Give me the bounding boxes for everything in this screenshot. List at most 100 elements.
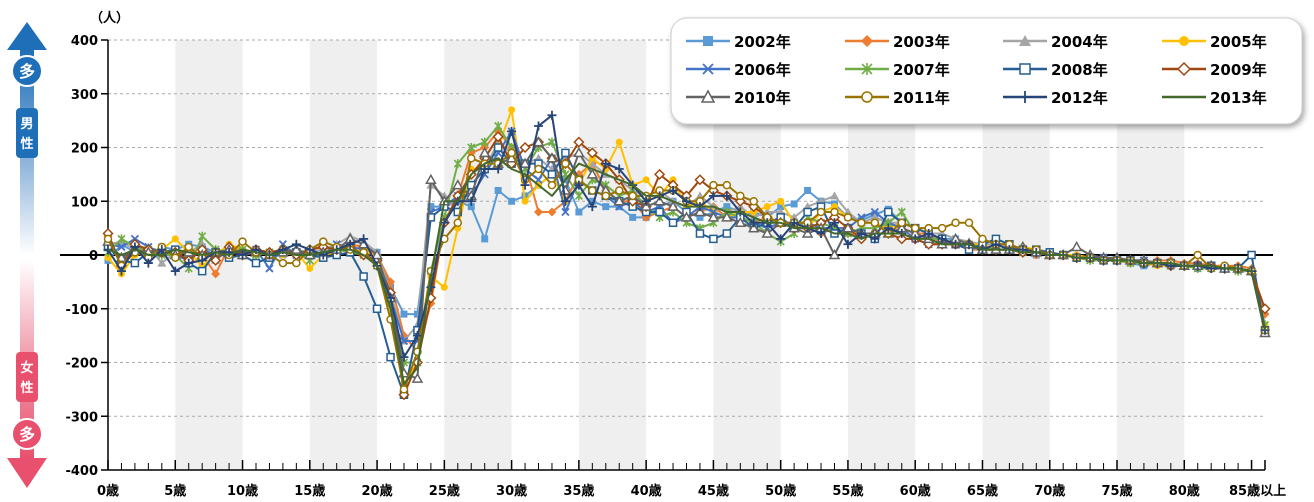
point-s4-57 <box>870 207 879 217</box>
series-line-6 <box>107 146 1266 396</box>
legend-marker-0 <box>703 36 713 46</box>
x-tick-label-15: 75歳 <box>1101 483 1132 499</box>
point-s0-35 <box>575 208 583 216</box>
legend-item-7: 2009年 <box>1162 61 1267 79</box>
series-line-9 <box>107 151 1266 391</box>
point-s2-36 <box>587 159 597 168</box>
point-s6-52 <box>803 207 812 217</box>
point-s5-7 <box>198 231 207 241</box>
point-s9-54 <box>830 207 839 217</box>
arrow-up-icon <box>7 22 47 50</box>
male-label-char-2: 性 <box>20 136 33 152</box>
series-2 <box>103 137 1270 345</box>
point-s9-55 <box>843 213 853 222</box>
point-s8-55 <box>842 222 854 233</box>
point-s1-32 <box>534 207 544 217</box>
legend-item-5: 2007年 <box>845 61 950 79</box>
legend-label-10: 2012年 <box>1051 89 1108 107</box>
point-s8-54 <box>828 248 841 260</box>
point-s10-43 <box>682 196 691 206</box>
point-s0-39 <box>629 213 637 221</box>
legend-label-6: 2008年 <box>1051 61 1108 79</box>
series-11 <box>107 157 1266 385</box>
point-s10-19 <box>359 234 369 244</box>
point-s10-28 <box>480 164 490 174</box>
point-s10-45 <box>708 191 718 201</box>
legend-item-6: 2008年 <box>1003 61 1108 79</box>
point-s9-34 <box>561 159 570 168</box>
point-s6-46 <box>722 229 732 238</box>
point-s10-1 <box>116 266 126 276</box>
point-s10-53 <box>816 229 826 238</box>
x-tick-label-16: 80歳 <box>1169 483 1200 499</box>
y-tick-label-1: 300 <box>71 88 98 103</box>
x-tick-label-7: 35歳 <box>563 483 594 499</box>
point-s8-52 <box>801 227 814 238</box>
point-s3-31 <box>521 197 529 205</box>
y-unit-label: （人） <box>90 10 129 26</box>
legend-marker-8 <box>700 89 716 103</box>
point-s1-33 <box>547 207 557 217</box>
point-s9-45 <box>709 180 718 190</box>
y-tick-label-7: -300 <box>65 410 98 425</box>
x-tick-label-6: 30歳 <box>496 483 527 499</box>
point-s9-38 <box>614 186 624 195</box>
legend-marker-5 <box>861 63 873 75</box>
legend-label-8: 2010年 <box>734 89 791 107</box>
point-s8-26 <box>452 179 464 190</box>
point-s9-26 <box>453 218 463 227</box>
point-s10-4 <box>157 245 167 255</box>
series-line-5 <box>107 125 1266 364</box>
series-4 <box>103 127 1270 346</box>
point-s3-0 <box>104 254 112 262</box>
point-s9-53 <box>816 207 826 217</box>
point-s10-46 <box>722 191 732 201</box>
point-s8-32 <box>532 136 545 147</box>
point-s10-6 <box>184 258 194 268</box>
point-s9-33 <box>547 180 557 190</box>
series-line-10 <box>107 114 1266 359</box>
point-s7-44 <box>694 174 706 186</box>
female-label-char-1: 女 <box>20 360 33 376</box>
point-s8-35 <box>573 146 585 158</box>
point-s5-59 <box>897 207 906 217</box>
x-tick-label-11: 55歳 <box>832 483 863 499</box>
point-s10-50 <box>776 234 786 244</box>
x-tick-label-17: 85歳以上 <box>1229 483 1286 499</box>
male-many-label: 多 <box>19 62 35 81</box>
series-1 <box>103 126 1270 357</box>
side-indicator: 多 男 性 女 性 多 <box>7 22 47 488</box>
x-tick-label-4: 20歳 <box>362 483 393 499</box>
female-many-badge <box>11 418 43 450</box>
legend-label-11: 2013年 <box>1210 89 1267 107</box>
series-line-1 <box>107 130 1266 353</box>
legend: 2002年 2003年 2004年 2005年 2006年 2007年 2008年 2009年… <box>670 17 1303 125</box>
legend-item-8: 2010年 <box>686 89 791 107</box>
point-s10-27 <box>466 196 476 206</box>
point-s8-23 <box>411 372 424 383</box>
point-s8-20 <box>371 248 383 260</box>
y-tick-label-2: 200 <box>71 142 98 157</box>
point-s7-29 <box>492 131 504 143</box>
point-s6-7 <box>197 266 207 276</box>
legend-item-9: 2011年 <box>845 89 950 107</box>
point-s10-58 <box>883 223 893 233</box>
point-s0-23 <box>413 310 421 318</box>
point-s5-35 <box>574 191 583 201</box>
point-s10-37 <box>601 159 611 169</box>
x-tick-label-13: 65歳 <box>967 483 998 499</box>
point-s10-57 <box>870 234 880 244</box>
point-s6-33 <box>547 170 557 179</box>
point-s3-49 <box>763 203 771 211</box>
x-tick-label-5: 25歳 <box>429 483 460 499</box>
point-s2-7 <box>197 239 207 248</box>
point-s9-6 <box>184 242 193 252</box>
point-s8-41 <box>653 195 666 206</box>
legend-label-2: 2004年 <box>1051 33 1108 51</box>
point-s5-1 <box>117 234 126 244</box>
point-s6-19 <box>359 272 368 281</box>
legend-label-9: 2011年 <box>893 89 950 107</box>
point-s10-48 <box>749 218 759 228</box>
point-s8-24 <box>425 173 437 184</box>
point-s4-12 <box>265 264 274 273</box>
